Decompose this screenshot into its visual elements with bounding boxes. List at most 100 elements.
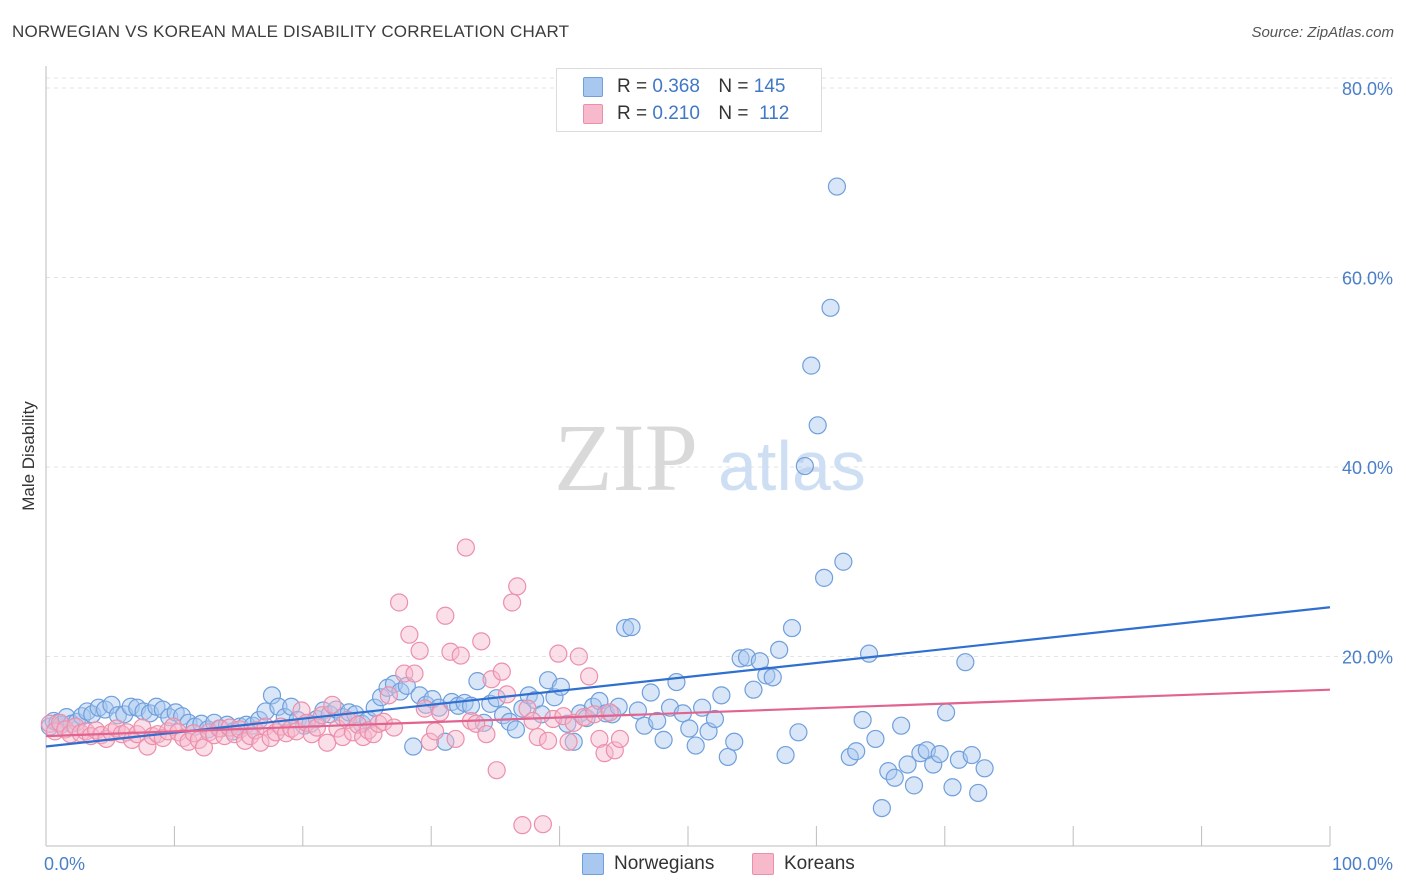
- norwegian-point: [744, 680, 763, 699]
- koreans-points: [40, 538, 630, 835]
- korean-point: [605, 741, 624, 760]
- norwegian-point: [956, 653, 975, 672]
- korean-point: [451, 646, 470, 665]
- korean-point: [477, 725, 496, 744]
- stats-legend: R = 0.368 N = 145 R = 0.210 N = 112: [556, 68, 822, 132]
- korean-point: [446, 729, 465, 749]
- koreans-swatch: [583, 104, 603, 124]
- norwegian-point: [776, 745, 795, 765]
- norwegian-point: [853, 710, 872, 730]
- norwegian-point: [628, 701, 648, 720]
- korean-point: [431, 703, 450, 722]
- norwegian-point: [404, 737, 423, 756]
- y-tick-labels: 20.0% 40.0% 60.0% 80.0%: [1342, 79, 1393, 668]
- korean-point: [508, 577, 527, 596]
- watermark: ZIP atlas: [554, 404, 866, 511]
- norwegian-point: [667, 672, 686, 692]
- korean-point: [323, 695, 342, 714]
- korean-point: [390, 593, 409, 612]
- norwegian-point: [930, 744, 949, 764]
- norwegian-point: [872, 798, 891, 818]
- norwegian-point: [615, 618, 635, 638]
- norwegian-point: [834, 552, 853, 571]
- y-axis-label: Male Disability: [19, 401, 38, 511]
- norwegian-point: [847, 742, 866, 761]
- y-tick-label: 80.0%: [1342, 79, 1393, 99]
- norwegian-point: [757, 666, 776, 685]
- norwegian-point: [506, 720, 526, 739]
- norwegian-point: [718, 747, 737, 767]
- x-tick-labels: 0.0% 100.0%: [44, 854, 1393, 874]
- norwegian-point: [943, 778, 962, 797]
- norwegian-point: [827, 177, 847, 196]
- norwegian-point: [892, 716, 911, 735]
- norwegian-point: [680, 719, 699, 738]
- korean-point: [559, 732, 578, 751]
- korean-point: [318, 733, 337, 752]
- korean-point: [410, 641, 429, 660]
- korean-point: [497, 685, 517, 704]
- x-tick-label: 100.0%: [1332, 854, 1393, 874]
- norwegian-point: [564, 732, 583, 751]
- koreans-swatch: [752, 853, 774, 875]
- korean-point: [590, 729, 609, 749]
- y-tick-label: 40.0%: [1342, 458, 1393, 478]
- x-tick-label: 0.0%: [44, 854, 85, 874]
- watermark-zip: ZIP: [554, 404, 698, 511]
- norwegian-point: [789, 723, 808, 742]
- n-label: N =: [718, 76, 749, 97]
- n-value: 112: [759, 103, 790, 124]
- norwegian-point: [969, 783, 988, 803]
- norwegian-point: [654, 730, 673, 749]
- trend-lines: [45, 606, 1331, 748]
- norwegian-point: [904, 776, 924, 795]
- norwegian-point: [936, 703, 956, 722]
- korean-point: [472, 632, 491, 651]
- legend-item-norwegians: Norwegians: [582, 852, 714, 876]
- korean-point: [580, 667, 599, 686]
- korean-point: [425, 722, 445, 741]
- korean-point: [374, 712, 393, 731]
- korean-point: [384, 718, 404, 737]
- legend-item-koreans: Koreans: [752, 852, 855, 876]
- korean-point: [569, 647, 588, 666]
- watermark-atlas: atlas: [718, 427, 866, 505]
- norwegian-point: [712, 686, 731, 705]
- norwegian-point: [975, 759, 994, 778]
- norwegian-point: [815, 568, 834, 587]
- korean-point: [538, 731, 558, 750]
- norwegian-point: [102, 695, 121, 714]
- korean-point: [420, 732, 440, 751]
- norwegian-point: [770, 640, 789, 659]
- korean-point: [364, 725, 383, 744]
- norwegian-point: [686, 736, 705, 755]
- norwegian-point: [705, 709, 725, 729]
- norwegian-point: [725, 732, 744, 751]
- norwegian-point: [262, 686, 282, 705]
- norwegian-point: [782, 618, 802, 638]
- norwegian-point: [648, 711, 667, 731]
- korean-point: [523, 711, 542, 731]
- norwegian-point: [866, 729, 885, 749]
- korean-point: [585, 705, 604, 724]
- norwegians-swatch: [582, 853, 604, 875]
- korean-point: [564, 713, 583, 732]
- norwegian-point: [269, 697, 288, 716]
- norwegian-point: [795, 456, 814, 476]
- korean-point: [456, 538, 475, 557]
- norwegians-trend-line: [45, 606, 1331, 748]
- legend-row-norwegians: R = 0.368 N = 145: [583, 76, 785, 98]
- korean-point: [415, 699, 434, 718]
- korean-point: [138, 737, 157, 756]
- korean-point: [395, 664, 414, 683]
- norwegian-point: [545, 688, 564, 707]
- korean-point: [487, 761, 506, 780]
- korean-point: [400, 625, 419, 644]
- korean-point: [333, 727, 352, 747]
- norwegians-swatch: [583, 77, 603, 97]
- korean-point: [441, 642, 460, 661]
- norwegian-point: [885, 768, 904, 787]
- korean-point: [379, 686, 398, 705]
- source-label: Source: ZipAtlas.com: [1251, 24, 1394, 41]
